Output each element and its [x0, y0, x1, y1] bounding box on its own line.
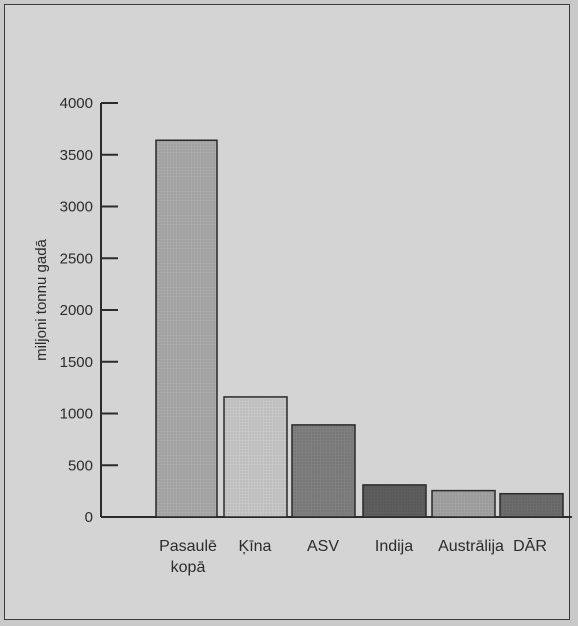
y-tick-label: 3000 [60, 199, 93, 216]
category-label: Austrālija [438, 538, 504, 555]
y-tick-label: 2000 [60, 302, 93, 319]
bar-texture [224, 396, 287, 517]
bar-texture [500, 493, 563, 517]
bar-texture [292, 424, 355, 517]
y-tick-label: 0 [85, 509, 93, 526]
category-label: ASV [307, 538, 339, 555]
bar-layer [155, 139, 564, 518]
category-label: kopā [171, 559, 206, 576]
y-tick-label: 1000 [60, 406, 93, 423]
y-tick-label: 3500 [60, 147, 93, 164]
y-axis-title: miljoni tonnu gadā [33, 238, 50, 360]
y-tick-label: 1500 [60, 354, 93, 371]
category-label: DĀR [513, 537, 547, 555]
category-label-layer: Pasaulē kopā Ķīna ASV Indija Austrālija DĀR [159, 537, 547, 576]
bar-texture [363, 484, 426, 517]
bar-texture [432, 490, 495, 517]
category-label: Indija [375, 538, 413, 555]
y-tick-label: 2500 [60, 250, 93, 267]
y-tick-label: 4000 [60, 95, 93, 112]
category-label: Pasaulē [159, 538, 217, 555]
y-tick-label: 500 [68, 457, 93, 474]
category-label: Ķīna [239, 538, 272, 555]
bar-texture [156, 140, 217, 517]
